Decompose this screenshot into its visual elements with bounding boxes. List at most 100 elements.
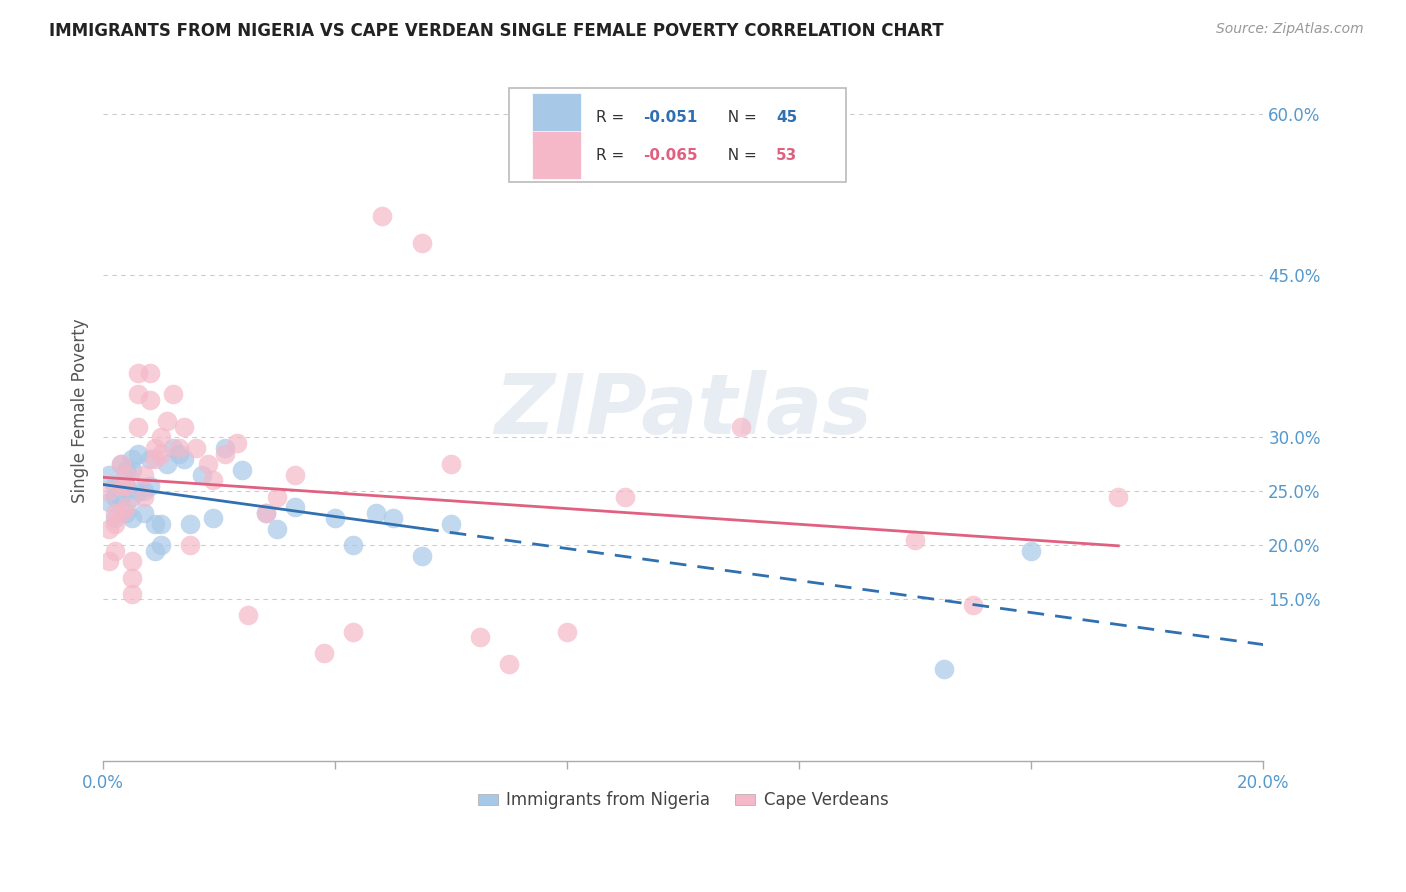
Point	[104, 490, 127, 504]
Point	[127, 366, 149, 380]
Point	[162, 441, 184, 455]
Point	[143, 516, 166, 531]
Point	[342, 624, 364, 639]
Point	[202, 511, 225, 525]
FancyBboxPatch shape	[533, 93, 581, 142]
Point	[104, 543, 127, 558]
Point	[962, 598, 984, 612]
Point	[110, 490, 132, 504]
Point	[104, 506, 127, 520]
Text: N =: N =	[718, 148, 762, 162]
Point	[150, 446, 173, 460]
Point	[162, 387, 184, 401]
Point	[138, 392, 160, 407]
Point	[110, 479, 132, 493]
Point	[127, 419, 149, 434]
Point	[115, 468, 138, 483]
Point	[1019, 543, 1042, 558]
Point	[173, 419, 195, 434]
Point	[156, 458, 179, 472]
Point	[167, 446, 190, 460]
Point	[236, 608, 259, 623]
Point	[110, 479, 132, 493]
Point	[115, 463, 138, 477]
Point	[115, 479, 138, 493]
Point	[179, 538, 201, 552]
Point	[121, 451, 143, 466]
Point	[104, 479, 127, 493]
Point	[150, 516, 173, 531]
Point	[132, 468, 155, 483]
Point	[167, 441, 190, 455]
Point	[127, 484, 149, 499]
Text: IMMIGRANTS FROM NIGERIA VS CAPE VERDEAN SINGLE FEMALE POVERTY CORRELATION CHART: IMMIGRANTS FROM NIGERIA VS CAPE VERDEAN …	[49, 22, 943, 40]
FancyBboxPatch shape	[533, 131, 581, 179]
Point	[143, 451, 166, 466]
Point	[143, 543, 166, 558]
Text: -0.065: -0.065	[643, 148, 697, 162]
Text: 53: 53	[776, 148, 797, 162]
Point	[555, 624, 578, 639]
Point	[132, 484, 155, 499]
Point	[214, 441, 236, 455]
FancyBboxPatch shape	[509, 87, 845, 182]
Text: ZIPatlas: ZIPatlas	[495, 370, 872, 450]
Point	[97, 468, 120, 483]
Point	[904, 533, 927, 547]
Point	[115, 500, 138, 515]
Point	[254, 506, 277, 520]
Point	[440, 458, 463, 472]
Point	[370, 209, 392, 223]
Point	[730, 419, 752, 434]
Point	[312, 646, 335, 660]
Point	[127, 387, 149, 401]
Point	[184, 441, 207, 455]
Point	[266, 522, 288, 536]
Point	[173, 451, 195, 466]
Point	[254, 506, 277, 520]
Point	[110, 458, 132, 472]
Text: -0.051: -0.051	[643, 110, 697, 125]
Point	[138, 451, 160, 466]
Point	[121, 463, 143, 477]
Point	[121, 587, 143, 601]
Point	[440, 516, 463, 531]
Point	[121, 571, 143, 585]
Point	[266, 490, 288, 504]
Point	[225, 435, 247, 450]
Point	[156, 414, 179, 428]
Point	[138, 479, 160, 493]
Point	[342, 538, 364, 552]
Point	[364, 506, 387, 520]
Point	[411, 549, 433, 563]
Point	[104, 511, 127, 525]
Point	[214, 446, 236, 460]
Point	[284, 468, 307, 483]
Text: R =: R =	[596, 148, 630, 162]
Point	[115, 479, 138, 493]
Point	[202, 474, 225, 488]
Point	[1107, 490, 1129, 504]
Point	[121, 511, 143, 525]
Point	[110, 506, 132, 520]
Point	[190, 468, 212, 483]
Point	[121, 554, 143, 568]
Text: 45: 45	[776, 110, 797, 125]
Point	[115, 506, 138, 520]
Legend: Immigrants from Nigeria, Cape Verdeans: Immigrants from Nigeria, Cape Verdeans	[471, 785, 896, 816]
Point	[121, 490, 143, 504]
Point	[110, 458, 132, 472]
Point	[382, 511, 405, 525]
Y-axis label: Single Female Poverty: Single Female Poverty	[72, 318, 89, 503]
Point	[470, 630, 492, 644]
Point	[150, 430, 173, 444]
Point	[284, 500, 307, 515]
Point	[97, 554, 120, 568]
Point	[138, 366, 160, 380]
Point	[143, 441, 166, 455]
Point	[127, 446, 149, 460]
Point	[197, 458, 219, 472]
Point	[97, 495, 120, 509]
Point	[411, 235, 433, 250]
Point	[614, 490, 637, 504]
